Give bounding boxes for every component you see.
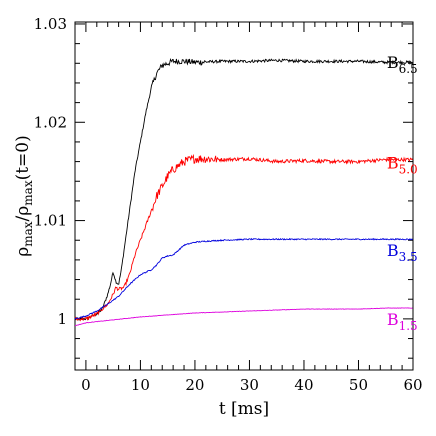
y-tick-label: 1.03 [34,15,67,33]
x-tick-label: 50 [349,376,368,394]
series-line-6-5 [74,58,413,321]
series-line-5-0 [74,153,413,322]
tick-labels: 0 10 20 30 40 50 60 1 1.01 1.02 1.03 [34,15,423,394]
series-label-5-0: B5.0 [387,153,418,176]
series-label-3-5: B3.5 [387,241,418,264]
y-tick-label: 1.02 [34,113,67,131]
x-tick-label: 20 [185,376,204,394]
x-tick-label: 60 [403,376,422,394]
series-line-3-5 [74,237,413,320]
series-line-1-5 [74,307,413,327]
y-label-slash: / [13,215,33,221]
x-axis-label: t [ms] [219,399,269,419]
axis-ticks [75,22,414,370]
series-group: B6.5 B5.0 B3.5 B1.5 [74,53,418,333]
y-label-rho: ρ [13,247,33,257]
y-label-rho-den: ρ [13,206,33,216]
x-tick-label: 10 [131,376,150,394]
x-tick-label: 0 [81,376,91,394]
series-label-1-5: B1.5 [387,310,418,333]
y-tick-label: 1.01 [34,212,67,230]
y-label-sub-den: max [21,180,35,206]
y-tick-label: 1 [57,310,67,328]
series-label-6-5: B6.5 [387,53,418,76]
plot-frame [74,21,414,371]
x-tick-label: 40 [294,376,313,394]
x-tick-label: 30 [240,376,259,394]
y-axis-label: ρmax/ρmax(t=0) [13,135,35,257]
y-label-sub: max [21,221,35,247]
y-label-suffix: (t=0) [13,135,33,180]
